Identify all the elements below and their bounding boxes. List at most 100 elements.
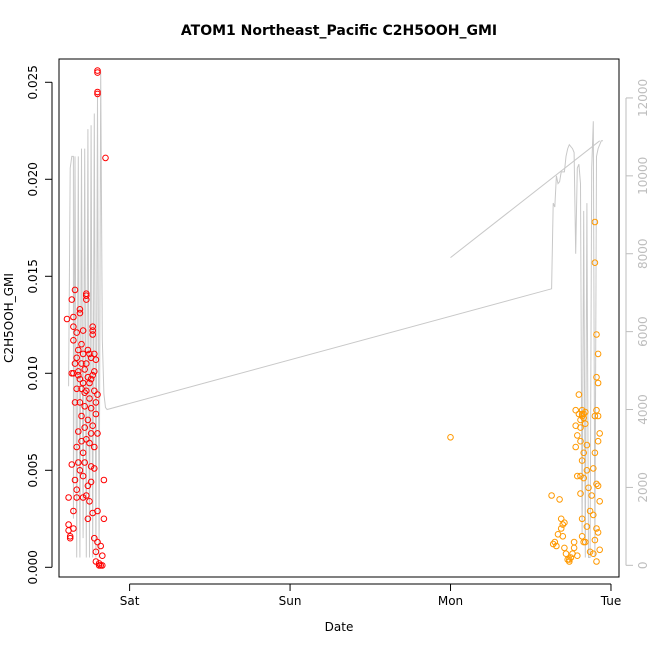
- data-point-series-0: [78, 412, 85, 420]
- right-tick-label: 2000: [636, 472, 650, 503]
- data-point-series-0: [76, 399, 84, 406]
- data-point-series-0: [70, 525, 77, 532]
- data-point-series-1: [580, 414, 588, 422]
- data-point-series-1: [551, 538, 559, 546]
- data-point-series-0: [73, 385, 80, 393]
- data-point-series-1: [594, 529, 602, 536]
- left-tick-label: 0.005: [26, 453, 40, 487]
- data-point-series-1: [594, 437, 602, 445]
- data-point-series-0: [87, 478, 95, 486]
- data-point-series-1: [591, 218, 599, 226]
- right-tick-label: 12000: [636, 79, 650, 117]
- data-point-series-1: [594, 379, 602, 387]
- data-point-series-1: [574, 472, 581, 480]
- data-point-series-0: [81, 403, 88, 410]
- altitude-line-layer: [68, 70, 603, 558]
- data-point-series-1: [593, 480, 600, 488]
- data-point-series-0: [79, 449, 87, 457]
- data-point-series-0: [81, 366, 88, 373]
- data-point-series-0: [100, 476, 108, 484]
- data-point-series-0: [66, 533, 74, 540]
- data-point-series-0: [76, 467, 84, 474]
- data-point-series-1: [580, 410, 588, 418]
- data-point-series-1: [572, 443, 580, 451]
- data-point-series-1: [582, 408, 589, 416]
- data-point-series-1: [585, 484, 592, 492]
- x-axis-label: Date: [325, 620, 354, 634]
- left-tick-label: 0.025: [26, 65, 40, 99]
- data-point-series-1: [574, 552, 581, 560]
- data-point-series-0: [87, 404, 95, 412]
- data-point-series-0: [91, 350, 98, 358]
- data-point-series-0: [79, 327, 87, 334]
- data-point-series-0: [86, 379, 93, 387]
- right-tick-label: 10000: [636, 157, 650, 195]
- data-point-series-1: [590, 465, 597, 472]
- data-point-series-1: [557, 515, 565, 523]
- data-point-series-0: [78, 385, 85, 393]
- data-point-series-0: [76, 375, 84, 383]
- scatter-points-layer: [63, 67, 604, 569]
- data-point-series-1: [559, 533, 567, 540]
- left-tick-label: 0.020: [26, 162, 40, 196]
- data-point-series-1: [586, 507, 594, 515]
- data-point-series-1: [556, 496, 563, 503]
- data-point-series-0: [75, 459, 82, 466]
- data-point-series-0: [79, 350, 87, 358]
- data-point-series-0: [73, 329, 80, 336]
- data-point-series-0: [71, 360, 79, 367]
- data-point-series-1: [447, 434, 454, 441]
- data-point-series-0: [84, 346, 92, 354]
- data-point-series-0: [65, 494, 72, 501]
- data-point-series-1: [580, 474, 588, 482]
- data-point-series-0: [76, 309, 84, 317]
- data-point-series-0: [79, 472, 87, 480]
- data-point-series-1: [596, 498, 604, 505]
- data-point-series-1: [578, 457, 586, 464]
- left-tick-label: 0.000: [26, 550, 40, 584]
- x-tick-label: Tue: [600, 594, 622, 608]
- data-point-series-0: [83, 292, 90, 300]
- data-point-series-1: [557, 525, 565, 532]
- right-tick-label: 8000: [636, 238, 650, 269]
- data-point-series-1: [588, 492, 596, 499]
- data-point-series-0: [99, 562, 106, 569]
- data-point-series-0: [99, 552, 106, 560]
- data-point-series-1: [591, 259, 599, 267]
- x-tick-label: Sat: [120, 594, 140, 608]
- data-point-series-0: [76, 306, 84, 313]
- data-point-series-0: [89, 331, 96, 338]
- data-point-series-0: [78, 360, 85, 367]
- data-point-series-0: [91, 465, 98, 472]
- data-point-series-0: [100, 515, 108, 523]
- data-point-series-0: [83, 360, 90, 367]
- right-tick-label: 0: [636, 561, 650, 569]
- data-point-series-0: [91, 368, 98, 375]
- data-point-series-0: [94, 430, 101, 437]
- data-point-series-0: [94, 90, 101, 98]
- data-point-series-0: [73, 354, 80, 362]
- data-point-series-1: [562, 550, 570, 558]
- data-point-series-1: [566, 556, 573, 563]
- data-point-series-0: [81, 424, 88, 431]
- data-point-series-1: [570, 538, 578, 546]
- data-point-series-0: [87, 375, 95, 383]
- data-point-series-0: [71, 286, 79, 294]
- data-point-series-1: [583, 441, 591, 449]
- data-point-series-0: [83, 436, 90, 443]
- data-point-series-1: [593, 406, 600, 414]
- x-tick-label: Sun: [279, 594, 302, 608]
- data-point-series-0: [89, 371, 96, 379]
- data-point-series-1: [586, 548, 594, 556]
- data-point-series-1: [593, 525, 600, 532]
- data-point-series-1: [570, 544, 578, 552]
- right-tick-label: 6000: [636, 316, 650, 347]
- data-point-series-0: [91, 443, 98, 451]
- data-point-series-0: [81, 459, 88, 466]
- data-point-series-1: [594, 482, 602, 490]
- data-point-series-1: [591, 449, 599, 457]
- data-point-series-0: [92, 399, 100, 406]
- data-point-series-1: [578, 412, 586, 420]
